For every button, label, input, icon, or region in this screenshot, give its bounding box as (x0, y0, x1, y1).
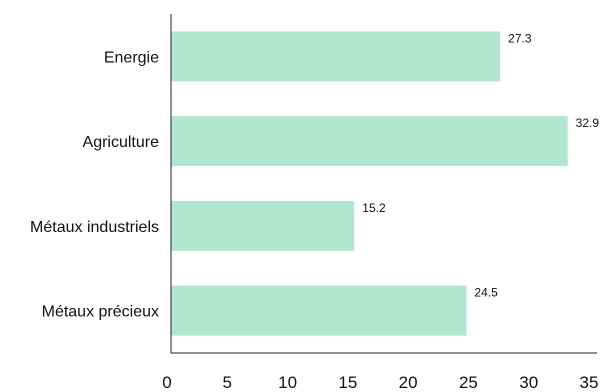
value-label-2: 15.2 (362, 201, 386, 215)
x-tick-label-5: 25 (459, 373, 478, 392)
x-tick-labels-group: 0 5 10 15 20 25 30 35 (162, 373, 598, 392)
x-tick-label-4: 20 (399, 373, 418, 392)
bar-3 (171, 285, 467, 336)
x-tick-label-2: 10 (278, 373, 297, 392)
value-labels-group: 27.3 32.9 15.2 24.5 (362, 31, 599, 299)
bars-group (171, 31, 568, 336)
value-label-3: 24.5 (474, 286, 498, 300)
bar-2 (171, 200, 355, 251)
x-tick-label-0: 0 (162, 373, 171, 392)
category-label-0: Energie (104, 49, 159, 66)
bar-1 (171, 116, 568, 167)
category-label-3: Métaux précieux (42, 304, 159, 321)
category-labels-group: Energie Agriculture Métaux industriels Méta… (30, 49, 159, 320)
x-tick-label-3: 15 (338, 373, 357, 392)
category-label-2: Métaux industriels (30, 219, 159, 236)
x-tick-label-1: 5 (223, 373, 232, 392)
x-tick-label-6: 30 (519, 373, 538, 392)
value-label-1: 32.9 (576, 116, 600, 130)
value-label-0: 27.3 (508, 31, 532, 45)
x-tick-label-7: 35 (580, 373, 599, 392)
bar-0 (171, 31, 501, 82)
category-label-1: Agriculture (83, 134, 160, 151)
